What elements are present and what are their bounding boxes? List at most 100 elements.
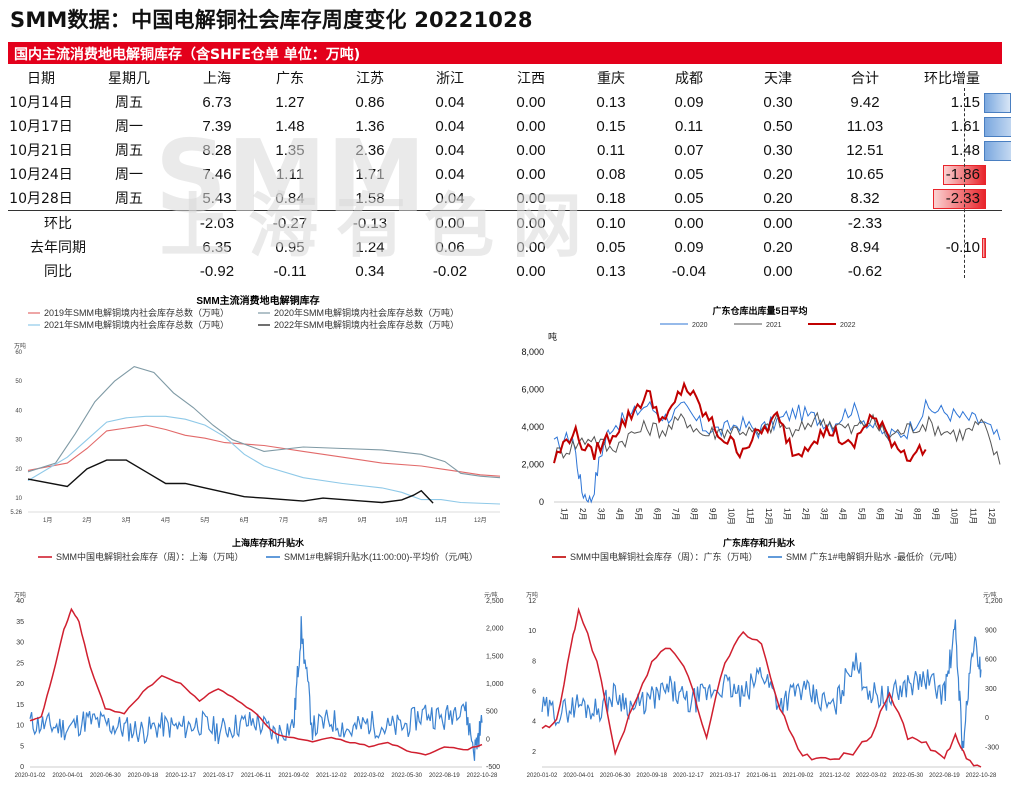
x-tick-label: 8月 — [690, 508, 699, 520]
value-cell: 8.94 — [850, 238, 880, 256]
value-cell: 7.46 — [202, 165, 232, 183]
y-left-tick: 40 — [16, 598, 24, 605]
y-right-tick: 2,500 — [486, 598, 504, 605]
y-left-tick: 6 — [532, 689, 536, 696]
value-cell: 0.04 — [435, 165, 465, 183]
x-tick-label: 8月 — [318, 517, 327, 524]
y-right-tick: -300 — [985, 744, 999, 751]
x-tick-label: 8月 — [913, 508, 922, 520]
y-right-unit: 元/吨 — [983, 591, 997, 599]
x-tick-label: 6月 — [652, 508, 661, 520]
value-cell: 2.36 — [355, 141, 385, 159]
x-tick-label: 9月 — [708, 508, 717, 520]
page-title: SMM数据：中国电解铜社会库存周度变化 20221028 — [10, 8, 533, 32]
value-cell: -2.33 — [828, 210, 902, 235]
y-tick-label: 6,000 — [521, 385, 544, 395]
col-header: 环比增量 — [924, 71, 980, 87]
delta-value: 1.61 — [950, 117, 980, 135]
table-title: 国内主流消费地电解铜库存（含SHFE仓单 单位：万吨) — [14, 47, 361, 63]
y-tick-label: 0 — [539, 497, 544, 507]
y-right-unit: 元/吨 — [484, 591, 498, 599]
value-cell: 0.20 — [763, 189, 793, 207]
x-tick-label: 2020-09-18 — [636, 773, 667, 779]
value-cell: 6.35 — [202, 238, 232, 256]
x-tick-label: 4月 — [838, 508, 847, 520]
x-tick-label: 2022-05-30 — [892, 773, 923, 779]
weekday-cell: 周五 — [115, 143, 143, 159]
summary-label: 去年同期 — [30, 240, 86, 256]
value-cell: 1.24 — [355, 238, 385, 256]
value-cell: 8.32 — [850, 189, 880, 207]
x-tick-label: 2020-04-01 — [563, 773, 594, 779]
value-cell: 0.04 — [435, 117, 465, 135]
x-tick-label: 2022-03-02 — [856, 773, 887, 779]
x-tick-label: 1月 — [43, 517, 52, 524]
series-line — [553, 380, 927, 464]
value-cell: 0.04 — [435, 141, 465, 159]
y-tick-label: 40 — [15, 408, 22, 414]
delta-cell: -1.86 — [902, 162, 1002, 186]
y-tick-label: 50 — [15, 379, 22, 385]
y-left-tick: 35 — [16, 619, 24, 626]
col-header: 广东 — [276, 71, 304, 87]
y-right-tick: 0 — [486, 736, 490, 743]
value-cell: -0.27 — [250, 210, 330, 235]
legend-label: 2020 — [692, 322, 708, 329]
next-chart-title: 广东库存和升贴水 — [723, 537, 796, 548]
table-row: 10月17日 周一 7.39 1.48 1.36 0.04 0.00 0.15 0.11 0.50… — [8, 114, 1011, 138]
x-tick-label: 2022-10-28 — [966, 773, 997, 779]
x-tick-label: 11月 — [968, 508, 977, 524]
x-tick-label: 5月 — [857, 508, 866, 520]
value-cell: 7.39 — [202, 117, 232, 135]
value-cell: 0.08 — [596, 165, 626, 183]
x-tick-label: 2021-12-02 — [316, 773, 347, 779]
y-right-tick: 900 — [985, 627, 997, 634]
x-tick-label: 2月 — [578, 508, 587, 520]
weekday-cell: 周五 — [115, 191, 143, 207]
y-left-tick: 12 — [528, 598, 536, 605]
value-cell: 0.00 — [516, 189, 546, 207]
y-left-tick: 10 — [528, 628, 536, 635]
delta-bar — [984, 141, 1011, 161]
value-cell: 0.30 — [763, 93, 793, 111]
series-line — [27, 365, 501, 479]
delta-value — [980, 263, 1002, 280]
col-header: 合计 — [851, 71, 879, 87]
y-left-tick: 20 — [16, 681, 24, 688]
y-tick-label: 20 — [15, 467, 22, 473]
delta-bar — [981, 238, 986, 258]
table-body: 10月14日 周五 6.73 1.27 0.86 0.04 0.00 0.13 0.09 0.30… — [8, 90, 1011, 283]
value-cell: 0.20 — [763, 165, 793, 183]
x-tick-label: 6月 — [875, 508, 884, 520]
value-cell: -2.03 — [184, 210, 250, 235]
series-line — [27, 459, 434, 504]
x-tick-label: 4月 — [615, 508, 624, 520]
x-tick-label: 3月 — [597, 508, 606, 520]
delta-cell: -0.10 — [902, 235, 1002, 259]
delta-value: -2.33 — [945, 189, 980, 207]
y-right-tick: 500 — [486, 709, 498, 716]
y-tick-label: 10 — [15, 496, 22, 502]
x-tick-label: 2022-10-28 — [467, 773, 498, 779]
y-tick-label: 30 — [15, 438, 22, 444]
x-tick-label: 7月 — [279, 517, 288, 524]
table-header-row: 日期 星期几 上海 广东 江苏 浙江 江西 重庆 成都 天津 合计 环比增量 — [8, 66, 1002, 90]
value-cell: 0.04 — [435, 93, 465, 111]
y-right-tick: 1,500 — [486, 653, 504, 660]
x-tick-label: 12月 — [987, 508, 996, 525]
value-cell: 0.95 — [275, 238, 305, 256]
delta-value: 1.48 — [950, 141, 980, 159]
y-tick-label: 2,000 — [521, 460, 544, 470]
value-cell: 0.18 — [596, 189, 626, 207]
col-header: 江苏 — [356, 71, 384, 87]
table-row: 10月24日 周一 7.46 1.11 1.71 0.04 0.00 0.08 0.05 0.20… — [8, 162, 1002, 186]
col-header: 日期 — [27, 71, 55, 87]
y-right-tick: 2,000 — [486, 626, 504, 633]
value-cell: 1.27 — [275, 93, 305, 111]
table-title-bar: 国内主流消费地电解铜库存（含SHFE仓单 单位：万吨) — [8, 42, 1002, 64]
col-header: 天津 — [764, 71, 792, 87]
y-unit: 吨 — [548, 331, 557, 342]
table-row: 10月14日 周五 6.73 1.27 0.86 0.04 0.00 0.13 0.09 0.30… — [8, 90, 1011, 114]
x-tick-label: 2月 — [82, 517, 91, 524]
